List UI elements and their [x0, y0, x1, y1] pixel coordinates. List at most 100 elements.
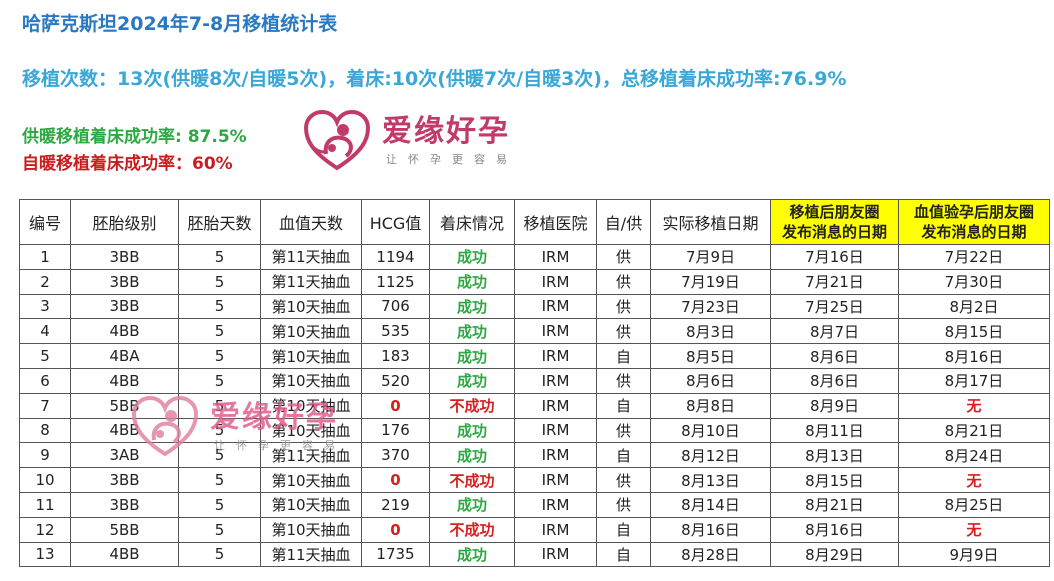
transfer-date-cell: 8月13日: [650, 467, 771, 493]
embryo-grade-cell: 3AB: [70, 442, 179, 469]
hcg-value-cell: 0: [361, 516, 430, 543]
hcg-post-date-cell: 8月24日: [898, 442, 1050, 469]
implantation-result-cell: 成功: [429, 367, 515, 394]
embryo-grade-cell: 3BB: [70, 467, 179, 493]
hcg-post-date-cell: 7月22日: [898, 244, 1050, 270]
embryo-grade-cell: 3BB: [70, 244, 179, 270]
post-date-cell: 7月16日: [770, 244, 899, 270]
hospital-cell: IRM: [514, 392, 597, 419]
table-row: 10 3BB 5 第10天抽血 0 不成功 IRM 供 8月13日 8月15日无: [19, 467, 1050, 493]
table-row: 3 3BB 5 第10天抽血 706 成功 IRM 供 7月23日 7月25日 8月2日: [19, 293, 1050, 320]
hospital-cell: IRM: [514, 467, 597, 493]
heart-mother-baby-icon: [131, 395, 199, 457]
transfer-date-cell: 8月14日: [650, 491, 771, 518]
donor-or-own-cell: 供: [596, 417, 651, 444]
hospital-cell: IRM: [514, 343, 597, 369]
implantation-result-cell: 成功: [429, 293, 515, 320]
transfer-date-cell: 8月5日: [650, 343, 771, 369]
post-date-cell: 8月6日: [770, 343, 899, 369]
donor-or-own-cell: 供: [596, 367, 651, 394]
brand-name: 爱缘好孕: [382, 114, 510, 149]
donor-success-rate: 供暖移植着床成功率: 87.5%: [22, 127, 247, 147]
implantation-result-cell: 不成功: [429, 516, 515, 543]
blood-test-day-cell: 第10天抽血: [260, 491, 362, 518]
blood-test-day-cell: 第10天抽血: [260, 467, 362, 493]
row-number-cell: 6: [19, 367, 71, 394]
transfer-date-cell: 8月3日: [650, 318, 771, 345]
post-date-cell: 8月16日: [770, 516, 899, 543]
table-header-row: 编号 胚胎级别 胚胎天数 血值天数 HCG值 着床情况 移植医院 自/供 实际移…: [19, 199, 1050, 245]
table-row: 13 4BB 5 第11天抽血 1735 成功 IRM 自 8月28日 8月29日 9月9日: [19, 541, 1050, 568]
embryo-grade-cell: 5BB: [70, 516, 179, 543]
table-row: 5 4BA 5 第10天抽血 183 成功 IRM 自 8月5日 8月6日 8月16日: [19, 343, 1050, 369]
column-header: 胚胎天数: [178, 199, 261, 245]
donor-or-own-cell: 供: [596, 467, 651, 493]
post-date-cell: 8月21日: [770, 491, 899, 518]
embryo-grade-cell: 4BB: [70, 318, 179, 345]
blood-test-day-cell: 第11天抽血: [260, 244, 362, 270]
column-header: 胚胎级别: [70, 199, 179, 245]
transfer-date-cell: 7月9日: [650, 244, 771, 270]
row-number-cell: 4: [19, 318, 71, 345]
post-date-cell: 8月13日: [770, 442, 899, 469]
table-row: 1 3BB 5 第11天抽血 1194 成功 IRM 供 7月9日 7月16日 7月22日: [19, 244, 1050, 270]
hcg-value-cell: 370: [361, 442, 430, 469]
column-header: 移植医院: [514, 199, 597, 245]
embryo-days-cell: 5: [178, 442, 261, 469]
blood-test-day-cell: 第11天抽血: [260, 268, 362, 295]
hcg-post-date-cell: 7月30日: [898, 268, 1050, 295]
header-line: 血值验孕后朋友圈: [913, 203, 1034, 221]
embryo-grade-cell: 3BB: [70, 293, 179, 320]
row-number-cell: 12: [19, 516, 71, 543]
hcg-value-cell: 520: [361, 367, 430, 394]
row-number-cell: 3: [19, 293, 71, 320]
implantation-result-cell: 成功: [429, 541, 515, 568]
column-header-hcg-moments-post: 血值验孕后朋友圈 发布消息的日期: [898, 199, 1050, 245]
hcg-value-cell: 706: [361, 293, 430, 320]
column-header: 编号: [19, 199, 71, 245]
row-number-cell: 8: [19, 417, 71, 444]
embryo-days-cell: 5: [178, 541, 261, 568]
row-number-cell: 7: [19, 392, 71, 419]
donor-or-own-cell: 自: [596, 541, 651, 568]
transfer-date-cell: 7月19日: [650, 268, 771, 295]
column-header: HCG值: [361, 199, 430, 245]
embryo-grade-cell: 3BB: [70, 491, 179, 518]
embryo-grade-cell: 4BB: [70, 367, 179, 394]
implantation-result-cell: 不成功: [429, 392, 515, 419]
post-date-cell: 7月21日: [770, 268, 899, 295]
hospital-cell: IRM: [514, 442, 597, 469]
implantation-result-cell: 成功: [429, 268, 515, 295]
hcg-post-date-cell: 8月25日: [898, 491, 1050, 518]
embryo-days-cell: 5: [178, 343, 261, 369]
transfer-date-cell: 8月8日: [650, 392, 771, 419]
column-header: 自/供: [596, 199, 651, 245]
hospital-cell: IRM: [514, 417, 597, 444]
hcg-post-date-cell: 8月17日: [898, 367, 1050, 394]
watermark-brand-name: 爱缘好孕: [210, 400, 338, 435]
hospital-cell: IRM: [514, 491, 597, 518]
table-row: 6 4BB 5 第10天抽血 520 成功 IRM 供 8月6日 8月6日 8月17日: [19, 367, 1050, 394]
post-date-cell: 8月11日: [770, 417, 899, 444]
implantation-result-cell: 成功: [429, 442, 515, 469]
post-date-cell: 8月7日: [770, 318, 899, 345]
brand-watermark: 爱缘好孕 让怀孕更容易: [130, 394, 346, 460]
watermark-slogan: 让怀孕更容易: [214, 439, 346, 452]
hcg-post-date-cell: 9月9日: [898, 541, 1050, 568]
hospital-cell: IRM: [514, 516, 597, 543]
row-number-cell: 5: [19, 343, 71, 369]
own-success-rate: 自暖移植着床成功率：60%: [22, 154, 233, 174]
hcg-post-date-cell: 8月15日: [898, 318, 1050, 345]
header-line: 发布消息的日期: [781, 223, 887, 241]
row-number-cell: 1: [19, 244, 71, 270]
donor-or-own-cell: 供: [596, 318, 651, 345]
blood-test-day-cell: 第10天抽血: [260, 367, 362, 394]
embryo-days-cell: 5: [178, 467, 261, 493]
donor-or-own-cell: 自: [596, 343, 651, 369]
row-number-cell: 13: [19, 541, 71, 568]
row-number-cell: 2: [19, 268, 71, 295]
page-title: 哈萨克斯坦2024年7-8月移植统计表: [22, 13, 338, 35]
blood-test-day-cell: 第11天抽血: [260, 541, 362, 568]
hcg-value-cell: 0: [361, 467, 430, 493]
embryo-grade-cell: 3BB: [70, 268, 179, 295]
